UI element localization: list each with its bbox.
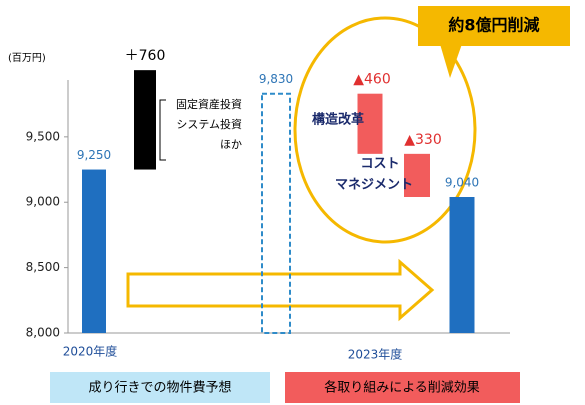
- callout-text: 約8億円削減: [448, 16, 539, 35]
- highlight-ellipse: [293, 16, 477, 244]
- y-tick-label: 9,500: [26, 129, 60, 143]
- bar-note: システム投資: [176, 117, 242, 131]
- bar: [261, 92, 291, 334]
- y-tick-label: 9,000: [26, 195, 60, 209]
- bar: [82, 169, 106, 333]
- legend-text: 成り行きでの物件費予想: [88, 380, 231, 396]
- x-label: 2023年度: [348, 347, 403, 362]
- legend-box: [285, 372, 520, 403]
- bar-note: 固定資産投資: [176, 97, 242, 111]
- bracket: [159, 99, 166, 161]
- callout-pointer: [440, 44, 462, 78]
- value-label: ▲460: [353, 72, 391, 88]
- bar: [404, 153, 430, 197]
- bar-note: コスト: [360, 157, 399, 172]
- bar-note: ほか: [220, 138, 242, 151]
- value-label: 9,830: [259, 72, 293, 86]
- bar: [134, 70, 156, 170]
- trend-arrow: [126, 258, 435, 322]
- y-tick-label: 8,500: [26, 260, 60, 274]
- x-label: 2020年度: [63, 344, 118, 359]
- bar-note: マネジメント: [335, 178, 413, 193]
- value-label: 9,250: [77, 148, 111, 162]
- unit-label: (百万円): [8, 52, 46, 64]
- value-label: ＋760: [125, 48, 166, 64]
- callout-box: [418, 6, 570, 46]
- bar-note: 構造改革: [312, 112, 364, 128]
- value-label: ▲330: [404, 132, 442, 148]
- legend-text: 各取り組みによる削減効果: [324, 380, 480, 396]
- y-tick-label: 8,000: [26, 326, 60, 340]
- value-label: 9,040: [445, 176, 479, 190]
- bar: [449, 197, 475, 333]
- bar: [357, 93, 383, 154]
- legend-box: [50, 372, 270, 403]
